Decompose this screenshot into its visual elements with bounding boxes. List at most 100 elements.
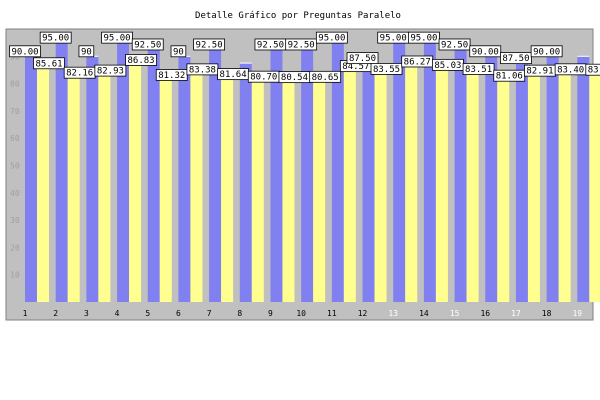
data-label-box <box>33 57 65 70</box>
bar-series-a <box>577 56 590 302</box>
data-label-box <box>193 38 226 51</box>
x-category-label: 6 <box>176 309 181 318</box>
bar-series-a <box>25 56 37 302</box>
data-label: 90.00 <box>11 47 38 57</box>
data-label: 83.55 <box>373 65 400 75</box>
bar-series-b <box>527 75 540 302</box>
data-label-box <box>469 45 502 58</box>
data-label: 82.16 <box>66 69 93 79</box>
x-category-label: 12 <box>358 309 368 318</box>
bar-series-b <box>343 71 356 302</box>
data-label: 83.51 <box>465 65 492 75</box>
data-label-box <box>370 63 403 75</box>
bar-series-a <box>423 42 436 303</box>
bar-series <box>25 42 600 303</box>
data-label-box <box>438 38 471 51</box>
x-category-label: 1 <box>23 309 28 318</box>
data-label-box <box>585 63 600 76</box>
bar-series-a <box>239 63 252 302</box>
data-label: 84.57 <box>342 62 369 72</box>
y-tick-label: 20 <box>10 243 20 252</box>
x-category-label: 13 <box>388 309 398 318</box>
x-category-label: 19 <box>572 309 582 318</box>
x-category-label: 5 <box>145 309 150 318</box>
data-label: 83.40 <box>557 65 584 75</box>
bar-series-b <box>497 80 510 302</box>
data-label: 86.83 <box>128 56 155 66</box>
bar-series-b <box>129 64 142 302</box>
x-category-label: 3 <box>84 309 89 318</box>
data-label: 92.50 <box>257 40 284 50</box>
bar-series-a <box>209 49 222 302</box>
y-tick-label: 80 <box>10 80 20 89</box>
bar-series-a <box>270 49 283 302</box>
data-label: 92.50 <box>288 40 315 50</box>
data-labels: 90.00 85.61 95.00 82.16 90 82.93 95.00 86.83 92.… <box>9 31 600 83</box>
data-label: 83.26 <box>588 66 600 76</box>
data-label-box <box>131 38 164 51</box>
bar-series-a <box>117 42 130 303</box>
x-category-label: 4 <box>115 309 120 318</box>
data-label: 90 <box>81 47 92 57</box>
bar-series-b <box>37 68 49 302</box>
x-category-label: 18 <box>542 309 552 318</box>
bar-series-a <box>301 49 314 302</box>
data-label: 90 <box>173 47 184 57</box>
data-label: 95.00 <box>42 34 69 44</box>
data-label: 80.65 <box>312 73 339 83</box>
data-label: 80.54 <box>281 73 308 83</box>
bar-series-b <box>589 74 600 303</box>
bar-series-a <box>178 56 191 302</box>
data-label: 90.00 <box>533 47 560 57</box>
bar-series-b <box>466 74 479 302</box>
bar-series-b <box>98 75 111 302</box>
bar-series-b <box>67 77 80 302</box>
data-label: 92.50 <box>196 40 223 50</box>
data-label: 81.64 <box>220 70 247 80</box>
x-category-label: 15 <box>450 309 460 318</box>
data-label: 87.50 <box>349 54 376 64</box>
bar-series-a <box>362 63 375 302</box>
data-label-box <box>462 63 495 75</box>
bar-series-b <box>190 74 203 303</box>
x-category-label: 14 <box>419 309 429 318</box>
bar-series-a <box>454 49 467 302</box>
data-label: 82.93 <box>97 67 124 77</box>
data-label-box <box>170 45 187 58</box>
bar-series-a <box>147 49 160 302</box>
x-category-label: 11 <box>327 309 337 318</box>
data-label-box <box>125 54 157 66</box>
data-label-box <box>94 64 127 77</box>
x-category-label: 2 <box>53 309 58 318</box>
data-label: 87.50 <box>502 54 529 64</box>
y-tick-label: 40 <box>10 189 20 198</box>
x-category-label: 17 <box>511 309 521 318</box>
x-category-label: 9 <box>268 309 273 318</box>
y-tick-label: 70 <box>10 107 20 116</box>
data-label-box <box>315 31 348 44</box>
data-label: 86.27 <box>404 57 431 67</box>
bar-series-b <box>374 73 387 302</box>
data-label: 95.00 <box>104 34 131 44</box>
data-label: 85.03 <box>434 61 461 71</box>
data-label-box <box>9 45 41 58</box>
data-label-box <box>285 38 318 51</box>
data-label: 81.32 <box>158 71 185 81</box>
bar-series-b <box>558 74 571 303</box>
bar-series-a <box>546 56 559 302</box>
data-label: 81.06 <box>496 72 523 82</box>
x-category-label: 7 <box>207 309 212 318</box>
bar-series-b <box>251 81 264 303</box>
x-axis-categories: 1 2 3 4 5 6 7 8 9 10 11 12 13 14 15 16 17 18 19 <box>23 309 583 318</box>
bar-series-b <box>159 79 172 302</box>
data-label: 92.50 <box>441 40 468 50</box>
data-label-box <box>39 31 72 44</box>
data-label: 82.91 <box>526 67 553 77</box>
y-tick-label: 50 <box>10 162 20 171</box>
bar-series-b <box>405 66 418 302</box>
data-label: 90.00 <box>472 47 499 57</box>
data-label: 95.00 <box>410 34 437 44</box>
data-label-box <box>346 52 379 65</box>
